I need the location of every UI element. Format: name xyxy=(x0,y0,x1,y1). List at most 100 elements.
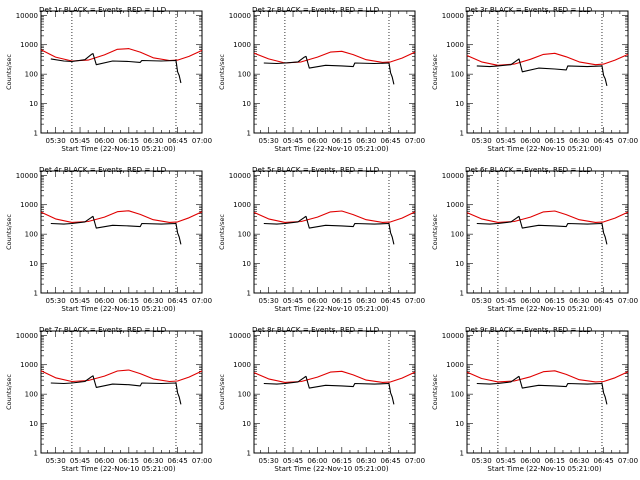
y-tick-label: 1000 xyxy=(233,361,251,369)
y-tick-label: 10 xyxy=(29,420,38,428)
chart-title: Det 5r BLACK = Events, RED = LLD xyxy=(252,165,380,174)
x-tick-label: 06:15 xyxy=(332,137,352,145)
x-axis-label: Start Time (22-Nov-10 05:21:00) xyxy=(274,145,388,153)
chart-title: Det 3r BLACK = Events, RED = LLD xyxy=(465,5,593,14)
x-tick-label: 06:45 xyxy=(168,297,188,305)
y-tick-label: 10 xyxy=(242,100,251,108)
x-axis-label: Start Time (22-Nov-10 05:21:00) xyxy=(274,465,388,473)
y-tick-label: 1 xyxy=(460,290,464,298)
y-tick-label: 100 xyxy=(451,391,464,399)
x-tick-label: 05:45 xyxy=(496,457,516,465)
chart-panel-2: 1 10 100 1000 10000 05:30 05:45 06:00 06:15 06:30… xyxy=(218,5,425,153)
y-axis-label: Counts/sec xyxy=(431,54,439,90)
x-tick-label: 05:30 xyxy=(46,457,66,465)
y-tick-label: 1000 xyxy=(20,201,38,209)
x-tick-label: 06:00 xyxy=(94,297,114,305)
x-tick-label: 05:30 xyxy=(472,297,492,305)
y-axis-label: Counts/sec xyxy=(431,214,439,250)
x-tick-label: 05:45 xyxy=(70,137,90,145)
chart-panel-7: 1 10 100 1000 10000 05:30 05:45 06:00 06:15 06:30… xyxy=(5,325,212,473)
chart-panel-4: 1 10 100 1000 10000 05:30 05:45 06:00 06:15 06:30… xyxy=(5,165,212,313)
y-tick-label: 10000 xyxy=(229,172,251,180)
x-tick-label: 05:30 xyxy=(46,137,66,145)
events-rate-line xyxy=(50,375,182,405)
y-tick-label: 1000 xyxy=(446,361,464,369)
y-axis-label: Counts/sec xyxy=(218,54,226,90)
x-tick-label: 07:00 xyxy=(405,137,425,145)
x-tick-label: 06:00 xyxy=(520,137,540,145)
plot-frame xyxy=(466,330,629,454)
y-tick-label: 10000 xyxy=(229,12,251,20)
x-tick-label: 07:00 xyxy=(618,137,638,145)
lld-rate-line xyxy=(253,210,416,223)
events-rate-line xyxy=(50,215,182,245)
lld-rate-line xyxy=(466,210,629,223)
x-tick-label: 07:00 xyxy=(405,297,425,305)
x-tick-label: 06:15 xyxy=(332,297,352,305)
x-tick-label: 06:45 xyxy=(594,297,614,305)
y-tick-label: 1000 xyxy=(446,41,464,49)
x-tick-label: 06:15 xyxy=(545,457,565,465)
y-tick-label: 1000 xyxy=(20,41,38,49)
x-tick-label: 05:30 xyxy=(259,457,279,465)
chart-panel-5: 1 10 100 1000 10000 05:30 05:45 06:00 06:15 06:30… xyxy=(218,165,425,313)
x-tick-label: 06:15 xyxy=(545,297,565,305)
x-tick-label: 06:45 xyxy=(168,137,188,145)
y-tick-label: 100 xyxy=(238,71,251,79)
x-tick-label: 07:00 xyxy=(405,457,425,465)
y-tick-label: 10000 xyxy=(442,172,464,180)
x-tick-label: 06:30 xyxy=(356,457,376,465)
x-tick-label: 07:00 xyxy=(618,457,638,465)
lld-rate-line xyxy=(40,48,203,62)
y-tick-label: 100 xyxy=(25,231,38,239)
x-tick-label: 05:45 xyxy=(70,457,90,465)
x-tick-label: 06:30 xyxy=(569,457,589,465)
plot-frame xyxy=(253,10,416,134)
y-tick-label: 1 xyxy=(247,450,251,458)
y-tick-label: 1000 xyxy=(446,201,464,209)
y-tick-label: 10000 xyxy=(229,332,251,340)
x-tick-label: 06:00 xyxy=(307,137,327,145)
x-tick-label: 05:30 xyxy=(259,137,279,145)
chart-title: Det 7r BLACK = Events, RED = LLD xyxy=(39,325,167,334)
x-tick-label: 05:45 xyxy=(283,137,303,145)
x-tick-label: 05:30 xyxy=(46,297,66,305)
y-tick-label: 10 xyxy=(242,420,251,428)
y-tick-label: 1 xyxy=(247,130,251,138)
x-axis-label: Start Time (22-Nov-10 05:21:00) xyxy=(61,465,175,473)
y-tick-label: 1000 xyxy=(233,41,251,49)
y-tick-label: 10000 xyxy=(16,332,38,340)
y-tick-label: 100 xyxy=(238,391,251,399)
x-tick-label: 06:15 xyxy=(119,457,139,465)
events-rate-line xyxy=(476,58,608,87)
x-tick-label: 05:45 xyxy=(496,137,516,145)
chart-panel-3: 1 10 100 1000 10000 05:30 05:45 06:00 06:15 06:30… xyxy=(431,5,638,153)
x-tick-label: 06:15 xyxy=(332,457,352,465)
x-tick-label: 06:30 xyxy=(143,297,163,305)
events-rate-line xyxy=(476,375,608,405)
chart-panel-1: 1 10 100 1000 10000 05:30 05:45 06:00 06:15 06:30… xyxy=(5,5,212,153)
y-axis-label: Counts/sec xyxy=(5,374,13,410)
x-tick-label: 06:45 xyxy=(381,297,401,305)
plot-frame xyxy=(253,170,416,294)
chart-title: Det 1r BLACK = Events, RED = LLD xyxy=(39,5,167,14)
x-tick-label: 07:00 xyxy=(192,297,212,305)
y-tick-label: 10 xyxy=(29,100,38,108)
chart-title: Det 6r BLACK = Events, RED = LLD xyxy=(465,165,593,174)
x-tick-label: 05:45 xyxy=(283,457,303,465)
y-axis-label: Counts/sec xyxy=(218,214,226,250)
lld-rate-line xyxy=(253,370,416,383)
y-tick-label: 10000 xyxy=(442,332,464,340)
y-tick-label: 10 xyxy=(455,420,464,428)
y-tick-label: 100 xyxy=(25,71,38,79)
events-rate-line xyxy=(50,53,182,84)
y-tick-label: 1 xyxy=(34,130,38,138)
x-tick-label: 06:30 xyxy=(569,297,589,305)
chart-title: Det 8r BLACK = Events, RED = LLD xyxy=(252,325,380,334)
y-tick-label: 100 xyxy=(451,71,464,79)
x-tick-label: 05:45 xyxy=(70,297,90,305)
y-tick-label: 1000 xyxy=(233,201,251,209)
x-tick-label: 06:45 xyxy=(594,457,614,465)
chart-panel-6: 1 10 100 1000 10000 05:30 05:45 06:00 06:15 06:30… xyxy=(431,165,638,313)
x-tick-label: 06:45 xyxy=(168,457,188,465)
